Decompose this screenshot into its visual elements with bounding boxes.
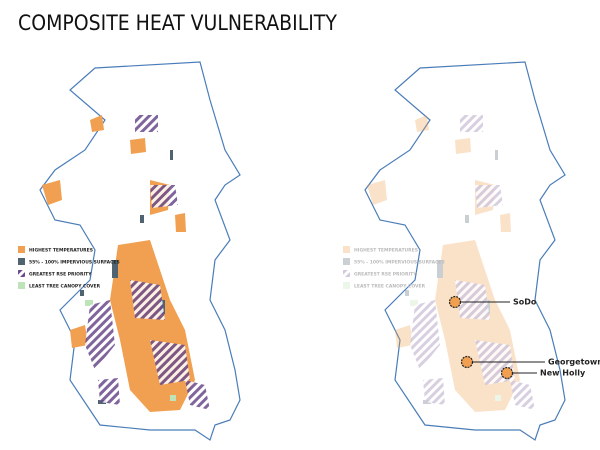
temperature-area	[175, 213, 186, 232]
temperature-area	[42, 180, 62, 205]
legend-label: 55% - 100% IMPERVIOUS SURFACES	[29, 260, 120, 266]
legend-label: LEAST TREE CANOPY COVER	[29, 284, 101, 290]
legend-swatch	[18, 246, 25, 253]
legend-label: HIGHEST TEMPERATURES	[354, 248, 418, 254]
legend-label: LEAST TREE CANOPY COVER	[354, 284, 426, 290]
impervious-area	[437, 260, 443, 278]
temperature-area	[500, 213, 511, 232]
priority-area	[410, 300, 440, 370]
callout-marker	[460, 355, 474, 369]
legend-swatch	[18, 258, 25, 265]
priority-area	[150, 185, 178, 208]
legend-swatch	[18, 282, 25, 289]
priority-area	[135, 115, 158, 132]
impervious-area	[170, 150, 173, 160]
impervious-area	[80, 290, 84, 296]
canopy-area	[495, 395, 501, 401]
temperature-area	[367, 180, 387, 205]
priority-area	[185, 380, 210, 410]
priority-area	[455, 280, 490, 320]
priority-area	[150, 340, 190, 385]
map-left: HIGHEST TEMPERATURES 55% - 100% IMPERVIOU…	[18, 61, 241, 441]
temperature-area	[130, 138, 146, 154]
priority-area	[510, 380, 535, 410]
priority-area	[130, 280, 165, 320]
temperature-area	[90, 115, 104, 132]
legend-swatch	[343, 270, 350, 277]
impervious-area	[140, 215, 144, 223]
legend-label: 55% - 100% IMPERVIOUS SURFACES	[354, 260, 445, 266]
map-right: HIGHEST TEMPERATURES 55% - 100% IMPERVIOU…	[343, 61, 566, 441]
legend-swatch	[343, 282, 350, 289]
legend-label: GREATEST RSE PRIORITY	[29, 272, 92, 278]
canopy-area	[170, 395, 176, 401]
canopy-area	[410, 300, 418, 306]
layers	[42, 115, 210, 412]
priority-area	[475, 185, 503, 208]
temperature-area	[70, 325, 88, 348]
temperature-area	[455, 138, 471, 154]
canopy-area	[85, 300, 93, 306]
title: COMPOSITE HEAT VULNERABILITY	[18, 11, 337, 35]
priority-area	[460, 115, 483, 132]
callout-label: New Holly	[540, 369, 586, 378]
priority-area	[423, 378, 445, 405]
impervious-area	[405, 290, 409, 296]
impervious-area	[465, 215, 469, 223]
impervious-area	[112, 260, 118, 278]
callouts: SoDo Georgetown New Holly	[448, 295, 600, 380]
callout-label: Georgetown	[548, 358, 600, 367]
legend-swatch	[18, 270, 25, 277]
temperature-area	[395, 325, 413, 348]
legend-swatch	[343, 246, 350, 253]
legend-label: GREATEST RSE PRIORITY	[354, 272, 417, 278]
priority-area	[98, 378, 120, 405]
callout-label: SoDo	[513, 298, 537, 307]
impervious-area	[495, 150, 498, 160]
layers	[367, 115, 535, 412]
callout-marker	[500, 366, 514, 380]
priority-area	[85, 300, 115, 370]
callout-marker	[448, 295, 462, 309]
legend-swatch	[343, 258, 350, 265]
temperature-area	[415, 115, 429, 132]
legend-label: HIGHEST TEMPERATURES	[29, 248, 93, 254]
